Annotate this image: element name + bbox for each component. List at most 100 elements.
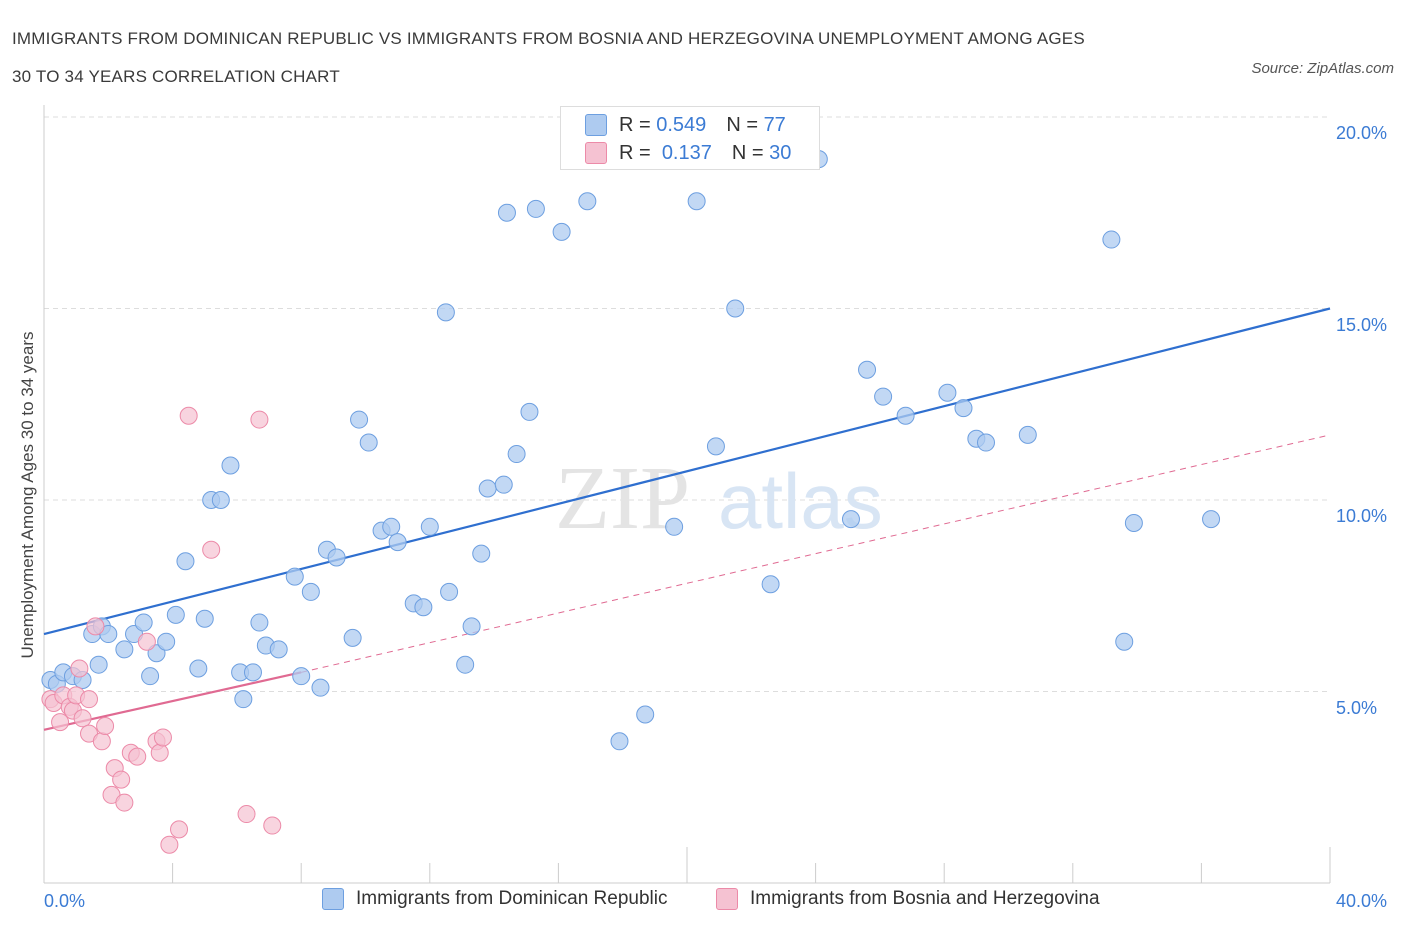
point-bosnia [86, 617, 105, 636]
point-dominican [343, 628, 362, 647]
watermark-atlas: atlas [718, 457, 883, 545]
point-dominican [526, 199, 545, 218]
point-dominican [327, 548, 346, 567]
point-dominican [234, 690, 253, 709]
point-dominican [440, 582, 459, 601]
point-bosnia [70, 659, 89, 678]
point-dominican [726, 299, 745, 318]
grid-lines [44, 116, 1330, 692]
correlation-legend: R = 0.549 N = 77 R = 0.137 N = 30 [560, 106, 820, 170]
point-dominican [350, 410, 369, 429]
y-tick-label: 10.0% [1336, 506, 1388, 526]
chart-title-line1: IMMIGRANTS FROM DOMINICAN REPUBLIC VS IM… [12, 29, 1085, 48]
point-dominican [494, 475, 513, 494]
point-dominican [706, 437, 725, 456]
x-tick-label-min: 0.0% [44, 891, 86, 911]
point-dominican [1102, 230, 1121, 249]
legend-n-label: N = [731, 141, 764, 164]
point-dominican [665, 517, 684, 536]
point-bosnia [92, 732, 111, 751]
point-dominican [1202, 510, 1221, 529]
point-dominican [147, 644, 166, 663]
point-bosnia [137, 632, 156, 651]
point-dominican [456, 655, 475, 674]
chart-title: IMMIGRANTS FROM DOMINICAN REPUBLIC VS IM… [12, 20, 1212, 96]
point-dominican [176, 552, 195, 571]
point-dominican [414, 598, 433, 617]
point-dominican [285, 567, 304, 586]
source-note: Source: ZipAtlas.com [1251, 60, 1394, 77]
point-dominican [166, 605, 185, 624]
point-dominican [221, 456, 240, 475]
bottom-legend-bosnia: Immigrants from Bosnia and Herzegovina [716, 888, 1100, 910]
point-dominican [472, 544, 491, 563]
point-dominican [1018, 425, 1037, 444]
point-dominican [436, 303, 455, 322]
point-bosnia [250, 410, 269, 429]
point-bosnia [115, 793, 134, 812]
axes [43, 105, 1331, 884]
point-dominican [497, 203, 516, 222]
point-dominican [507, 445, 526, 464]
point-dominican [896, 406, 915, 425]
point-dominican [954, 399, 973, 418]
point-dominican [211, 491, 230, 509]
point-bosnia [51, 713, 70, 732]
point-dominican [243, 663, 262, 682]
point-dominican [610, 732, 629, 751]
point-bosnia [263, 816, 282, 835]
data-points [41, 150, 1221, 854]
legend-row-bosnia: R = 0.137 N = 30 [585, 139, 791, 167]
point-bosnia [179, 406, 198, 425]
legend-r-label: R = [619, 141, 651, 164]
point-dominican [292, 667, 311, 686]
point-bosnia [170, 820, 189, 839]
point-dominican [189, 659, 208, 678]
point-dominican [841, 510, 860, 529]
point-dominican [157, 632, 176, 651]
y-tick-label: 5.0% [1336, 697, 1378, 718]
bottom-legend-dominican: Immigrants from Dominican Republic [322, 888, 668, 910]
point-bosnia [80, 690, 99, 709]
point-dominican [761, 575, 780, 594]
point-dominican [858, 360, 877, 379]
bottom-legend-label: Immigrants from Dominican Republic [356, 888, 668, 909]
point-dominican [520, 402, 539, 421]
trend-line-dominican [43, 307, 1331, 636]
legend-r-value: 0.137 [661, 141, 712, 164]
legend-r-label: R = [619, 113, 651, 136]
point-dominican [250, 613, 269, 632]
y-tick-label: 15.0% [1336, 314, 1388, 335]
chart-title-line2: 30 TO 34 YEARS CORRELATION CHART [12, 67, 340, 86]
point-dominican [269, 640, 288, 659]
point-dominican [462, 617, 481, 636]
bottom-legend-swatch-blue [322, 888, 344, 910]
legend-n-value: 77 [763, 113, 786, 136]
point-dominican [687, 192, 706, 211]
point-dominican [301, 582, 320, 601]
point-dominican [311, 678, 330, 697]
legend-n-label: N = [726, 113, 758, 136]
point-bosnia [112, 770, 131, 789]
point-dominican [478, 479, 497, 498]
point-dominican [388, 533, 407, 552]
legend-swatch-blue [585, 114, 607, 136]
y-tick-label: 20.0% [1336, 123, 1388, 143]
point-dominican [89, 655, 108, 674]
legend-n-value: 30 [769, 141, 792, 164]
point-dominican [1115, 632, 1134, 651]
point-bosnia [150, 743, 169, 762]
legend-swatch-pink [585, 142, 607, 164]
point-dominican [874, 387, 893, 406]
point-dominican [976, 433, 995, 452]
point-dominican [134, 613, 153, 632]
point-dominican [195, 609, 214, 628]
point-bosnia [153, 728, 172, 747]
point-dominican [578, 192, 597, 211]
point-bosnia [202, 540, 221, 559]
point-dominican [359, 433, 378, 452]
point-dominican [938, 383, 957, 402]
x-tick-label-max: 40.0% [1336, 891, 1388, 911]
point-bosnia [160, 835, 179, 854]
